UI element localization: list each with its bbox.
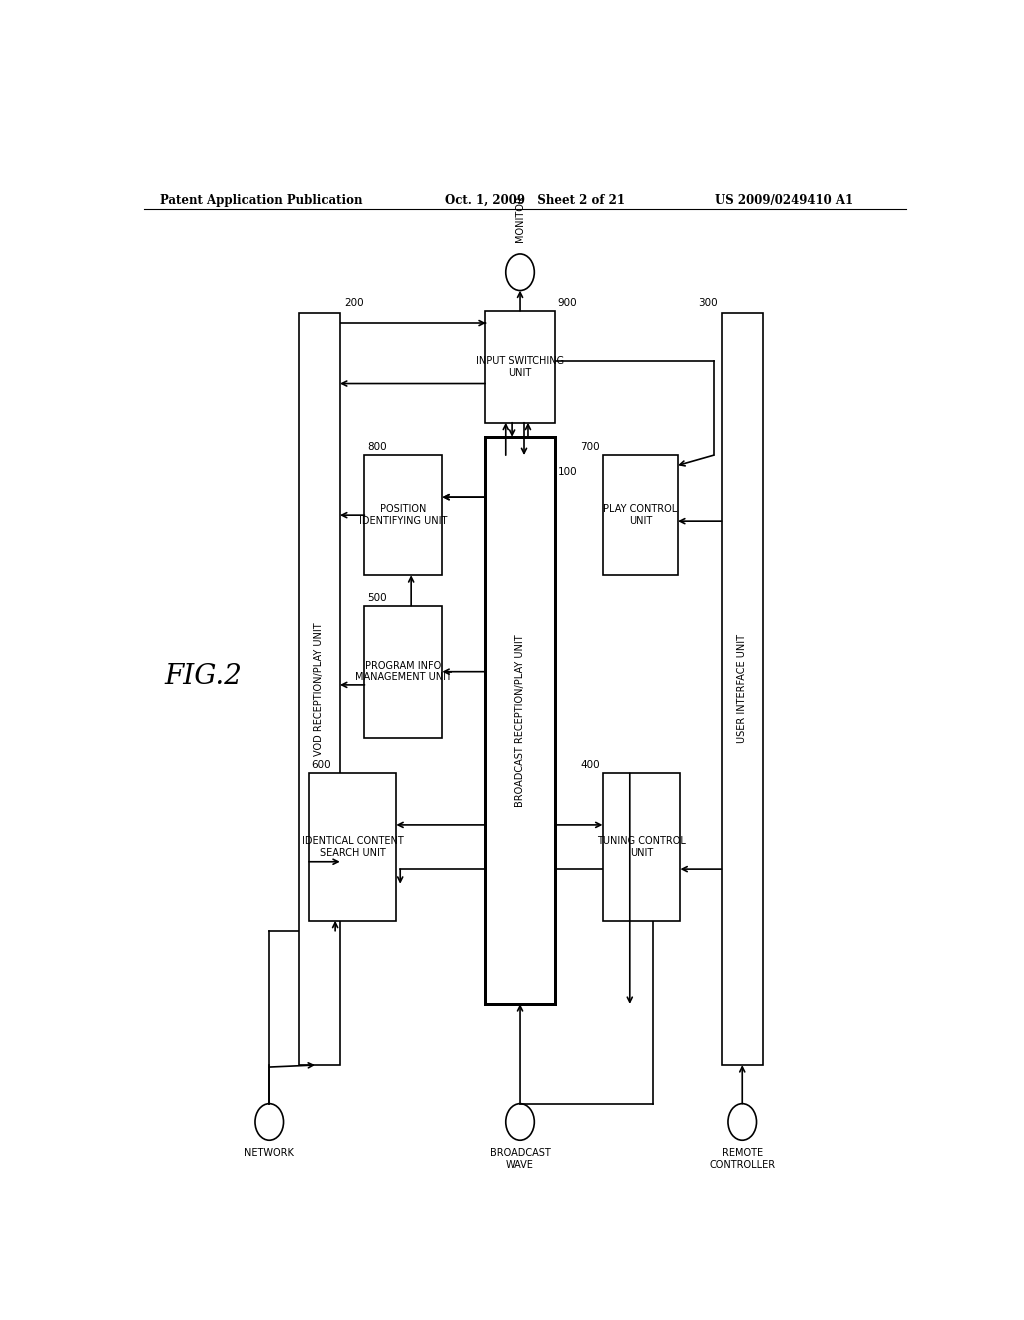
Text: TUNING CONTROL
UNIT: TUNING CONTROL UNIT (597, 836, 686, 858)
Text: 700: 700 (581, 442, 600, 453)
Text: US 2009/0249410 A1: US 2009/0249410 A1 (715, 194, 853, 207)
Text: 900: 900 (557, 298, 577, 308)
Text: 100: 100 (557, 467, 577, 478)
Text: 600: 600 (311, 760, 331, 771)
Text: Patent Application Publication: Patent Application Publication (160, 194, 362, 207)
Text: IDENTICAL CONTENT
SEARCH UNIT: IDENTICAL CONTENT SEARCH UNIT (302, 836, 403, 858)
Text: MONITOR: MONITOR (515, 195, 525, 242)
Bar (485, 437, 555, 1005)
Bar (485, 312, 555, 422)
Bar (309, 774, 396, 921)
Text: 400: 400 (581, 760, 600, 771)
Text: 200: 200 (344, 298, 364, 308)
Text: 500: 500 (367, 593, 386, 602)
Bar (602, 455, 678, 576)
Bar (602, 774, 680, 921)
Text: PROGRAM INFO
MANAGEMENT UNIT: PROGRAM INFO MANAGEMENT UNIT (355, 661, 452, 682)
Bar (299, 313, 340, 1065)
Bar (722, 313, 763, 1065)
Text: BROADCAST
WAVE: BROADCAST WAVE (489, 1148, 551, 1170)
Text: USER INTERFACE UNIT: USER INTERFACE UNIT (737, 635, 748, 743)
Text: Oct. 1, 2009   Sheet 2 of 21: Oct. 1, 2009 Sheet 2 of 21 (445, 194, 626, 207)
Text: POSITION
IDENTIFYING UNIT: POSITION IDENTIFYING UNIT (359, 504, 447, 525)
Text: PLAY CONTROL
UNIT: PLAY CONTROL UNIT (603, 504, 678, 525)
Text: NETWORK: NETWORK (245, 1148, 294, 1159)
Text: VOD RECEPTION/PLAY UNIT: VOD RECEPTION/PLAY UNIT (314, 622, 325, 756)
Text: 800: 800 (367, 442, 386, 453)
Text: REMOTE
CONTROLLER: REMOTE CONTROLLER (710, 1148, 775, 1170)
Text: INPUT SWITCHING
UNIT: INPUT SWITCHING UNIT (476, 356, 564, 378)
Text: FIG.2: FIG.2 (165, 663, 243, 690)
Text: BROADCAST RECEPTION/PLAY UNIT: BROADCAST RECEPTION/PLAY UNIT (515, 634, 525, 807)
Text: 300: 300 (698, 298, 718, 308)
Bar (365, 455, 442, 576)
Bar (365, 606, 442, 738)
